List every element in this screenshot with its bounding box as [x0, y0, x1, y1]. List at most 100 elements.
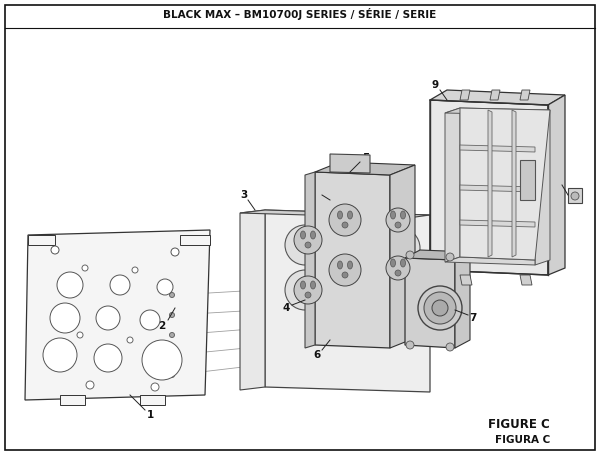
Ellipse shape — [110, 275, 130, 295]
Ellipse shape — [395, 270, 401, 276]
Ellipse shape — [446, 253, 454, 261]
Text: 7: 7 — [469, 313, 476, 323]
Ellipse shape — [347, 261, 353, 269]
Polygon shape — [390, 165, 415, 348]
Ellipse shape — [378, 273, 422, 317]
Polygon shape — [25, 230, 210, 400]
Ellipse shape — [82, 265, 88, 271]
Polygon shape — [460, 220, 535, 227]
Polygon shape — [28, 235, 55, 245]
Ellipse shape — [77, 332, 83, 338]
Polygon shape — [445, 108, 550, 115]
Polygon shape — [460, 185, 535, 192]
Polygon shape — [460, 275, 472, 285]
Ellipse shape — [43, 338, 77, 372]
Polygon shape — [488, 110, 492, 257]
Ellipse shape — [294, 276, 322, 304]
Ellipse shape — [170, 353, 175, 358]
Polygon shape — [405, 258, 455, 348]
Polygon shape — [460, 90, 470, 100]
Polygon shape — [535, 110, 550, 265]
Ellipse shape — [311, 231, 316, 239]
Polygon shape — [330, 154, 370, 173]
Ellipse shape — [406, 251, 414, 259]
Ellipse shape — [571, 192, 579, 200]
Text: 9: 9 — [431, 80, 439, 90]
Ellipse shape — [157, 279, 173, 295]
Ellipse shape — [432, 300, 448, 316]
Ellipse shape — [329, 254, 361, 286]
Ellipse shape — [170, 373, 175, 378]
Text: FIGURA C: FIGURA C — [495, 435, 550, 445]
Ellipse shape — [170, 313, 175, 318]
Ellipse shape — [418, 286, 462, 330]
Ellipse shape — [424, 292, 456, 324]
Polygon shape — [460, 108, 550, 260]
Ellipse shape — [347, 211, 353, 219]
Ellipse shape — [333, 223, 377, 267]
Polygon shape — [455, 252, 470, 348]
Polygon shape — [430, 90, 565, 105]
Polygon shape — [548, 95, 565, 275]
Polygon shape — [568, 188, 582, 203]
Polygon shape — [460, 145, 535, 152]
Ellipse shape — [342, 222, 348, 228]
Text: 1: 1 — [146, 410, 154, 420]
Polygon shape — [265, 210, 430, 392]
Text: FIGURE C: FIGURE C — [488, 419, 550, 431]
Polygon shape — [60, 395, 85, 405]
Text: 4: 4 — [283, 303, 290, 313]
Polygon shape — [405, 250, 470, 260]
Ellipse shape — [51, 246, 59, 254]
Ellipse shape — [96, 306, 120, 330]
Ellipse shape — [395, 222, 401, 228]
Polygon shape — [445, 257, 535, 265]
Ellipse shape — [86, 381, 94, 389]
Ellipse shape — [391, 211, 395, 219]
Text: 5: 5 — [313, 187, 320, 197]
Polygon shape — [315, 162, 415, 175]
Ellipse shape — [171, 248, 179, 256]
Text: 5: 5 — [362, 153, 370, 163]
Ellipse shape — [305, 242, 311, 248]
Ellipse shape — [285, 225, 325, 265]
Ellipse shape — [294, 226, 322, 254]
Text: BLACK MAX – BM10700J SERIES / SÉRIE / SERIE: BLACK MAX – BM10700J SERIES / SÉRIE / SE… — [163, 8, 437, 20]
Ellipse shape — [301, 231, 305, 239]
Polygon shape — [305, 172, 315, 348]
Ellipse shape — [170, 333, 175, 338]
Polygon shape — [445, 108, 460, 262]
Ellipse shape — [401, 211, 406, 219]
Ellipse shape — [301, 281, 305, 289]
Polygon shape — [430, 100, 548, 275]
Polygon shape — [520, 275, 532, 285]
Ellipse shape — [446, 343, 454, 351]
Ellipse shape — [337, 211, 343, 219]
Ellipse shape — [391, 259, 395, 267]
Ellipse shape — [170, 293, 175, 298]
Polygon shape — [512, 110, 516, 257]
Polygon shape — [240, 210, 265, 390]
Ellipse shape — [94, 344, 122, 372]
Text: 8: 8 — [554, 175, 562, 185]
Ellipse shape — [406, 341, 414, 349]
Ellipse shape — [127, 337, 133, 343]
Polygon shape — [315, 172, 390, 348]
Text: 3: 3 — [241, 190, 248, 200]
Text: 6: 6 — [313, 350, 320, 360]
Ellipse shape — [329, 204, 361, 236]
Polygon shape — [520, 90, 530, 100]
Ellipse shape — [342, 272, 348, 278]
Ellipse shape — [57, 272, 83, 298]
Ellipse shape — [305, 292, 311, 298]
Ellipse shape — [311, 281, 316, 289]
Ellipse shape — [132, 267, 138, 273]
Ellipse shape — [386, 256, 410, 280]
Ellipse shape — [142, 340, 182, 380]
Ellipse shape — [386, 208, 410, 232]
Ellipse shape — [140, 310, 160, 330]
Text: 2: 2 — [158, 321, 166, 331]
Polygon shape — [140, 395, 165, 405]
Ellipse shape — [285, 270, 325, 310]
Ellipse shape — [380, 228, 420, 268]
